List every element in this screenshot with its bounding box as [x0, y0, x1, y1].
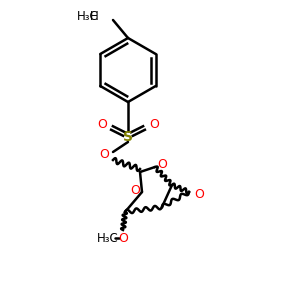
Text: O: O [99, 148, 109, 161]
Text: O: O [194, 188, 204, 202]
Text: O: O [118, 232, 128, 244]
Text: H₃C: H₃C [97, 232, 119, 244]
Text: H₃C: H₃C [77, 10, 99, 22]
Text: H: H [90, 10, 99, 22]
Text: S: S [123, 130, 133, 144]
Text: O: O [97, 118, 107, 130]
Text: O: O [130, 184, 140, 196]
Text: O: O [149, 118, 159, 130]
Text: O: O [157, 158, 167, 172]
